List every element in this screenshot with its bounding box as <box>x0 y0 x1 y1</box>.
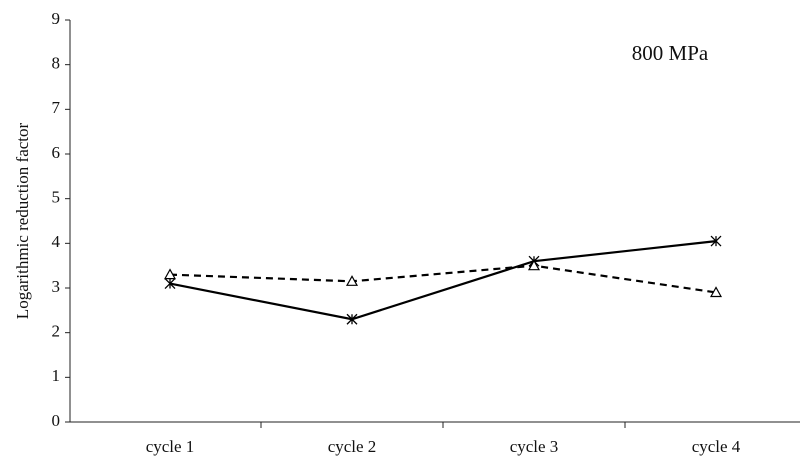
x-tick-label: cycle 3 <box>510 437 559 456</box>
marker <box>345 275 359 286</box>
y-axis-label: Logarithmic reduction factor <box>13 122 32 319</box>
x-tick-label: cycle 2 <box>328 437 377 456</box>
x-tick-label: cycle 1 <box>146 437 195 456</box>
series-line <box>169 240 717 321</box>
y-tick-label: 1 <box>52 366 61 385</box>
y-tick-label: 6 <box>52 143 61 162</box>
y-tick-label: 3 <box>52 277 61 296</box>
y-tick-label: 9 <box>52 9 61 28</box>
y-tick-label: 2 <box>52 322 61 341</box>
y-tick-label: 5 <box>52 188 61 207</box>
y-tick-label: 4 <box>52 232 61 251</box>
x-tick-label: cycle 4 <box>692 437 741 456</box>
marker <box>709 286 723 298</box>
marker <box>164 278 176 289</box>
marker <box>710 235 722 247</box>
series-line <box>169 264 717 294</box>
y-tick-label: 8 <box>52 54 61 73</box>
y-tick-label: 0 <box>52 411 61 430</box>
marker <box>163 268 177 280</box>
marker <box>527 259 541 271</box>
annotation: 800 MPa <box>632 41 709 65</box>
marker <box>346 313 358 325</box>
y-tick-label: 7 <box>52 98 61 117</box>
